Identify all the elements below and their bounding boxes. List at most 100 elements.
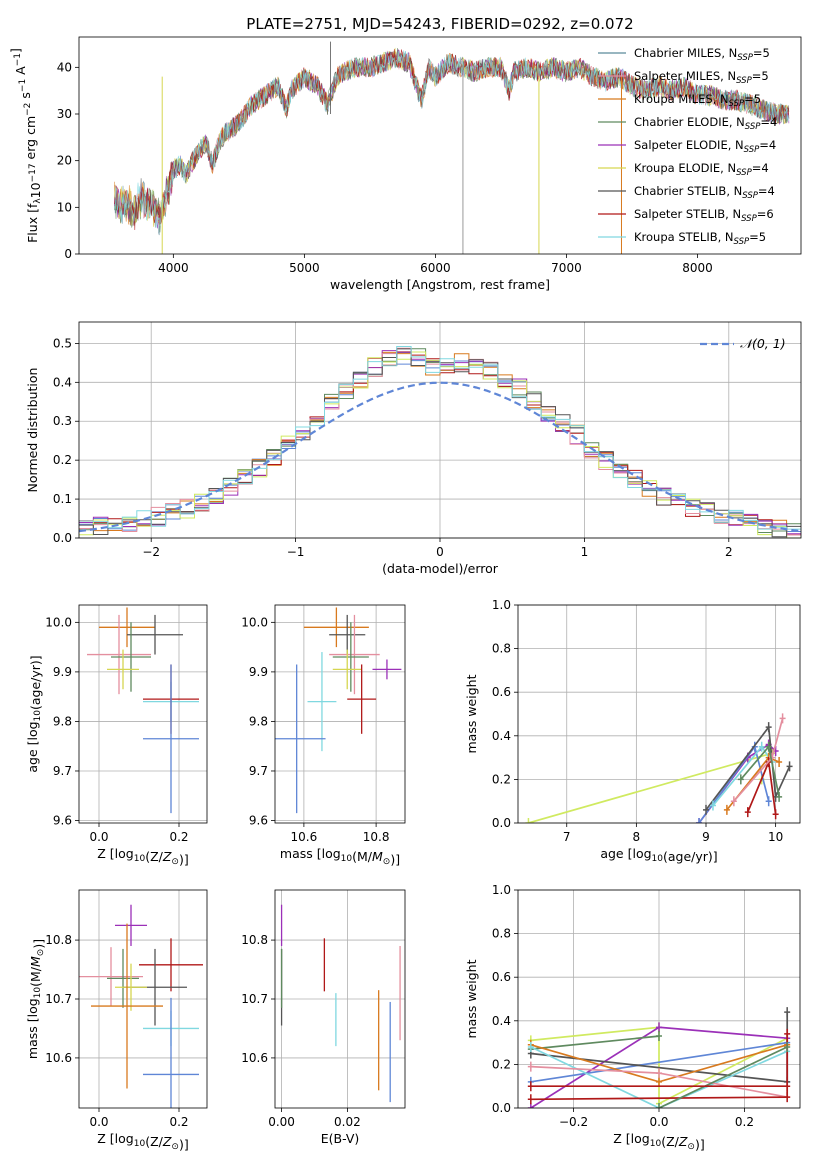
weight-marker [758, 741, 765, 752]
y-tick-label: 10.8 [241, 933, 268, 947]
label-part: )] [695, 1137, 705, 1152]
y-tick-label: 0.2 [492, 1057, 511, 1071]
error-bar-point-6 [91, 923, 163, 1089]
legend-suffix: =4 [760, 115, 777, 129]
weight-marker [765, 722, 772, 733]
y-tick-label: 9.9 [249, 665, 268, 679]
label-sub: ⊙ [171, 1142, 179, 1152]
label-part: −2 [23, 103, 33, 116]
y-tick-label: 10 [57, 200, 72, 214]
label-part: (M/ [28, 966, 43, 987]
panel-weight_vs_z: −0.2 0.0 0.2 0.0 0.2 0.4 0.6 0.8 1.0 Z [log10(Z/Z… [464, 883, 801, 1152]
label-part: )] [179, 1137, 189, 1152]
legend-sub: SSP [736, 168, 752, 178]
x-tick-label: 4000 [158, 261, 189, 275]
label-part: E(B-V) [321, 1131, 360, 1146]
y-tick-label: 0.0 [492, 1101, 511, 1115]
error-bar-point-2 [329, 614, 380, 695]
legend-suffix: =4 [759, 138, 776, 152]
label-part: erg cm [23, 116, 38, 164]
y-tick-label: 10.7 [45, 992, 72, 1006]
legend-text: Chabrier MILES, N [634, 46, 737, 60]
weight-marker [656, 1076, 662, 1087]
y-tick-label: 40 [57, 60, 72, 74]
label-part: (data-model)/error [382, 561, 499, 576]
legend-sub: SSP [742, 191, 758, 201]
weight-marker [656, 1103, 662, 1108]
y-tick-label: 0.6 [492, 970, 511, 984]
axes-frame [78, 604, 208, 824]
label-part: )] [390, 852, 400, 867]
label-part: mass [ [25, 1017, 40, 1059]
legend-text: Salpeter STELIB, N [634, 207, 741, 221]
label-sub: 10 [33, 987, 43, 999]
error-bar-point-1 [127, 614, 183, 655]
legend-suffix: =5 [752, 69, 769, 83]
panel-age_vs_mass: 10.6 10.8 9.6 9.7 9.8 9.9 10.0 mass [log10(M/M⊙… [241, 604, 406, 867]
label-part: log [25, 998, 40, 1017]
error-bar-point-0 [303, 607, 369, 648]
x-tick-label: 2 [725, 545, 733, 559]
x-tick-label: 5000 [289, 261, 320, 275]
label-sub: λ [33, 198, 43, 204]
weight-marker [784, 1092, 791, 1103]
panel-age_vs_z: 0.0 0.29.69.79.89.910.0Z [log10(Z/Z⊙)]age… [25, 604, 208, 867]
label-part: Z [ [97, 846, 114, 861]
weight-marker [784, 1081, 791, 1092]
legend-entry-0: Chabrier MILES, NSSP=5 [634, 46, 770, 63]
legend-text: Kroupa ELODIE, N [634, 161, 736, 175]
weight-marker [527, 1041, 534, 1052]
weight-marker [786, 761, 793, 772]
y-tick-label: 0 [64, 247, 72, 261]
label-part: ] [8, 48, 23, 53]
label-part: mass weight [464, 959, 479, 1038]
weight-marker [784, 1028, 791, 1039]
y-tick-label: 9.8 [249, 714, 268, 728]
x-tick-label: −1 [287, 545, 305, 559]
label-sub: 10 [134, 854, 146, 864]
x-tick-label: 0.00 [268, 1115, 295, 1129]
y-tick-label: 0.2 [492, 772, 511, 786]
x-axis-label: wavelength [Angstrom, rest frame] [330, 277, 550, 292]
label-part: log [631, 1131, 650, 1146]
legend-suffix: =4 [752, 161, 769, 175]
y-tick-label: 0.8 [492, 927, 511, 941]
error-bar-point-1 [79, 947, 143, 1007]
legend-text: Chabrier STELIB, N [634, 184, 742, 198]
error-bar-point-4 [107, 649, 139, 690]
label-part: A [13, 66, 28, 79]
legend-sub: SSP [744, 145, 760, 155]
axes-frame [78, 36, 802, 255]
y-tick-label: 0.0 [492, 816, 511, 830]
label-part: mass weight [464, 674, 479, 753]
x-axis-label: Z [log10(Z/Z⊙)] [97, 846, 188, 867]
label-part: −17 [28, 163, 38, 182]
legend-suffix: =5 [749, 230, 766, 244]
x-tick-label: 0.02 [334, 1115, 361, 1129]
y-tick-label: 9.7 [53, 764, 72, 778]
error-bar-point-8 [143, 997, 199, 1108]
plot-layer: 4000 5000 6000 7000 8000010203040wavelength … [8, 36, 802, 1152]
weight-marker [723, 804, 730, 815]
label-part: wavelength [Angstrom, rest frame] [330, 277, 550, 292]
x-tick-label: 9 [702, 830, 710, 844]
axes-frame [274, 889, 406, 1109]
normal-curve [79, 381, 801, 533]
weight-line-3 [530, 1035, 660, 1050]
y-axis-label: Normed distribution [25, 368, 40, 493]
figure-title: PLATE=2751, MJD=54243, FIBERID=0292, z=0… [246, 15, 633, 33]
error-bar-point-7 [347, 664, 377, 734]
label-part: f [25, 203, 40, 208]
label-part: (Z/ [145, 849, 163, 864]
panel-residuals: −2 −1 0 1 2 0.0 0.1 0.2 0.3 0.4 0.5 (data-model)/er… [25, 321, 802, 576]
x-tick-label: −0.2 [559, 1115, 588, 1129]
x-tick-label: 0.2 [169, 830, 188, 844]
weight-marker [784, 1007, 791, 1018]
legend-entry-4: Salpeter ELODIE, NSSP=4 [634, 138, 776, 155]
plot-area [79, 346, 801, 538]
label-part: Z [ [97, 1131, 114, 1146]
weight-marker [784, 1041, 791, 1052]
x-tick-label: 0 [436, 545, 444, 559]
label-part: Normed distribution [25, 368, 40, 493]
label-part: 10 [28, 182, 43, 198]
